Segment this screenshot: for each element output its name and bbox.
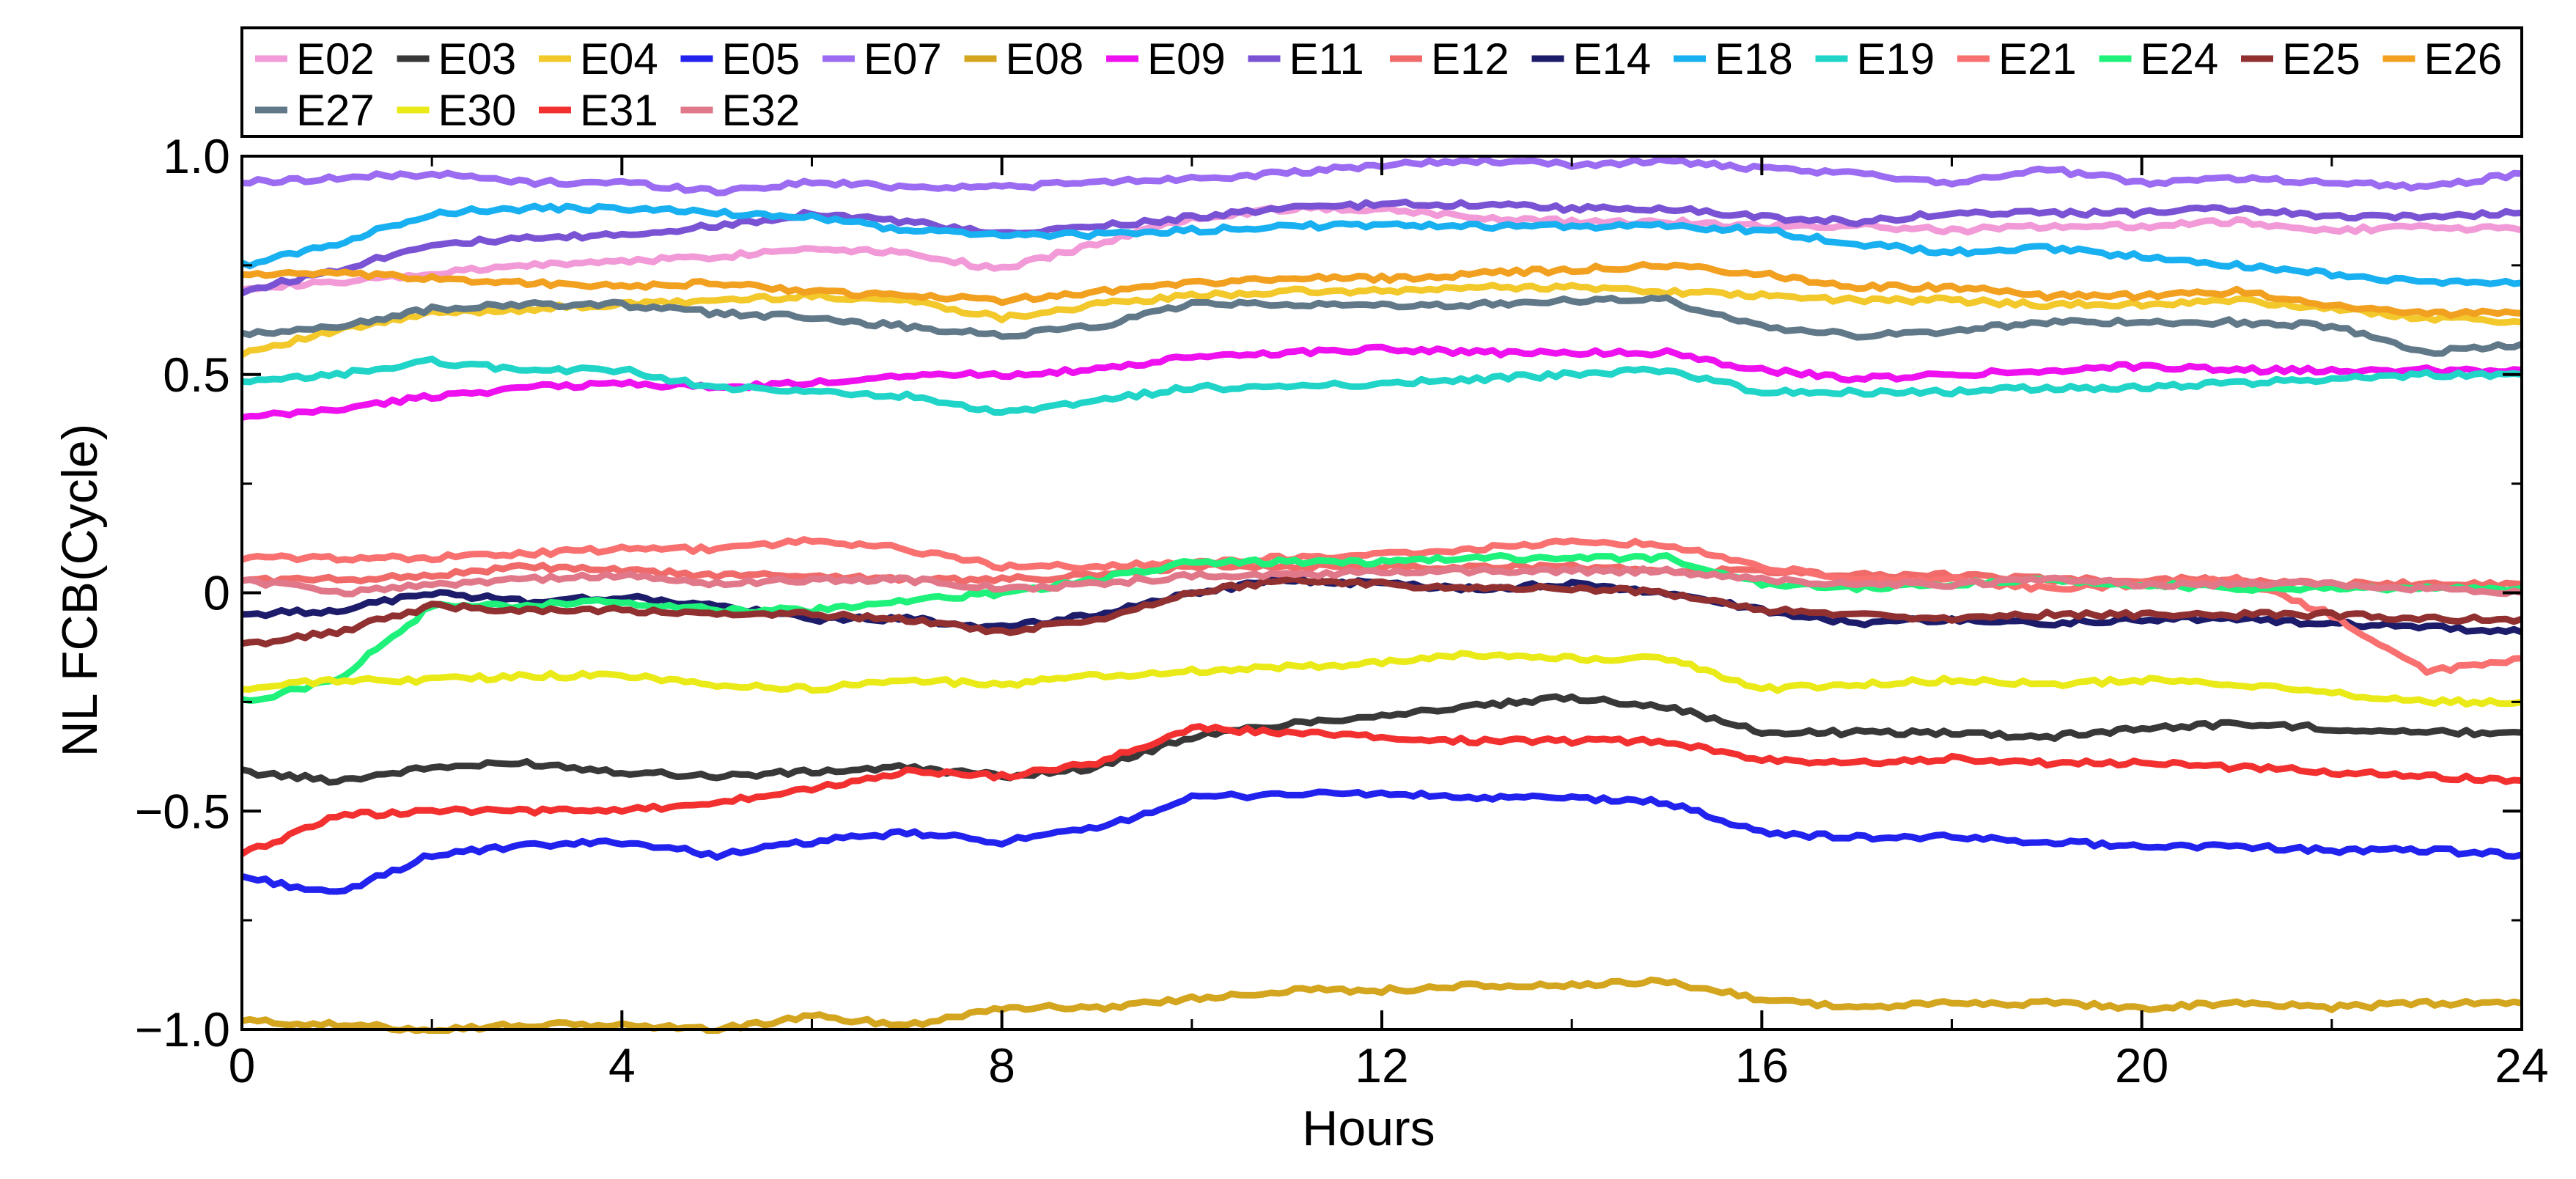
series-line-e11	[242, 198, 2522, 297]
legend-item-e32: E32	[680, 86, 801, 135]
x-tick-label: 0	[229, 1038, 256, 1092]
legend-item-e03: E03	[397, 34, 517, 84]
legend-item-e18: E18	[1674, 34, 1793, 84]
x-tick-label: 4	[608, 1038, 636, 1092]
y-tick-label: −1.0	[135, 1002, 230, 1057]
legend-label: E27	[296, 86, 375, 135]
legend-item-e19: E19	[1815, 34, 1935, 84]
legend-label: E03	[438, 34, 517, 84]
legend-item-e27: E27	[255, 86, 375, 135]
legend-label: E31	[580, 86, 658, 135]
x-axis-label: Hours	[1302, 1101, 1435, 1156]
legend-label: E19	[1857, 34, 1935, 84]
legend-item-e31: E31	[539, 86, 658, 135]
legend-item-e04: E04	[539, 34, 658, 84]
legend-label: E12	[1431, 34, 1509, 84]
legend-item-e05: E05	[680, 34, 801, 84]
series-line-e32	[242, 565, 2522, 598]
legend-item-e14: E14	[1531, 34, 1652, 84]
y-axis-label: NL FCB(Cycle)	[52, 424, 108, 757]
series-line-e05	[242, 788, 2522, 895]
series-line-e18	[242, 202, 2522, 287]
x-tick-label: 12	[1355, 1038, 1408, 1092]
x-tick-label: 24	[2495, 1038, 2548, 1092]
y-tick-label: 0.5	[163, 348, 230, 402]
legend-item-e11: E11	[1248, 34, 1364, 84]
legend-item-e30: E30	[397, 86, 517, 135]
series-line-e21	[242, 536, 2522, 676]
legend-label: E09	[1147, 34, 1226, 84]
legend-item-e07: E07	[823, 34, 942, 84]
series-lines	[242, 155, 2522, 1034]
legend-label: E11	[1289, 34, 1364, 84]
legend-item-e09: E09	[1106, 34, 1226, 84]
series-line-e03	[242, 693, 2522, 786]
y-tick-label: 0	[203, 566, 230, 620]
x-tick-label: 20	[2115, 1038, 2168, 1092]
series-line-e26	[242, 260, 2522, 319]
legend-label: E02	[296, 34, 375, 84]
legend-label: E18	[1715, 34, 1793, 84]
series-line-e27	[242, 294, 2522, 357]
legend-label: E30	[438, 86, 517, 135]
legend-label: E04	[580, 34, 658, 84]
legend-item-e25: E25	[2241, 34, 2360, 84]
legend: E02 E03 E04 E05 E07 E08 E09 E11 E12 E14 E18 E19 E21 E…	[240, 26, 2523, 138]
series-line-e02	[242, 202, 2522, 293]
legend-label: E14	[1573, 34, 1652, 84]
legend-label: E07	[864, 34, 942, 84]
legend-label: E24	[2141, 34, 2219, 84]
y-tick-label: −0.5	[135, 784, 230, 838]
legend-item-e26: E26	[2382, 34, 2503, 84]
x-tick-label: 16	[1735, 1038, 1789, 1092]
series-line-e25	[242, 576, 2522, 648]
series-line-e19	[242, 356, 2522, 416]
legend-label: E26	[2424, 34, 2503, 84]
legend-item-e24: E24	[2099, 34, 2219, 84]
legend-box	[240, 26, 2523, 138]
legend-label: E21	[1998, 34, 2077, 84]
legend-item-e02: E02	[255, 34, 375, 84]
legend-item-e12: E12	[1390, 34, 1509, 84]
series-line-e31	[242, 723, 2522, 858]
axes: 0 4 8 12 16 20 24 1.0 0.5 0 −0.5 −1.0	[135, 129, 2549, 1092]
legend-label: E08	[1006, 34, 1084, 84]
legend-label: E25	[2282, 34, 2360, 84]
legend-label: E05	[722, 34, 801, 84]
legend-item-e21: E21	[1957, 34, 2077, 84]
legend-item-e08: E08	[964, 34, 1084, 84]
series-line-e30	[242, 650, 2522, 708]
legend-label: E32	[722, 86, 801, 135]
x-tick-label: 8	[988, 1038, 1015, 1092]
y-tick-label: 1.0	[163, 129, 230, 183]
series-line-e09	[242, 343, 2522, 421]
plot-area	[242, 155, 2522, 1034]
